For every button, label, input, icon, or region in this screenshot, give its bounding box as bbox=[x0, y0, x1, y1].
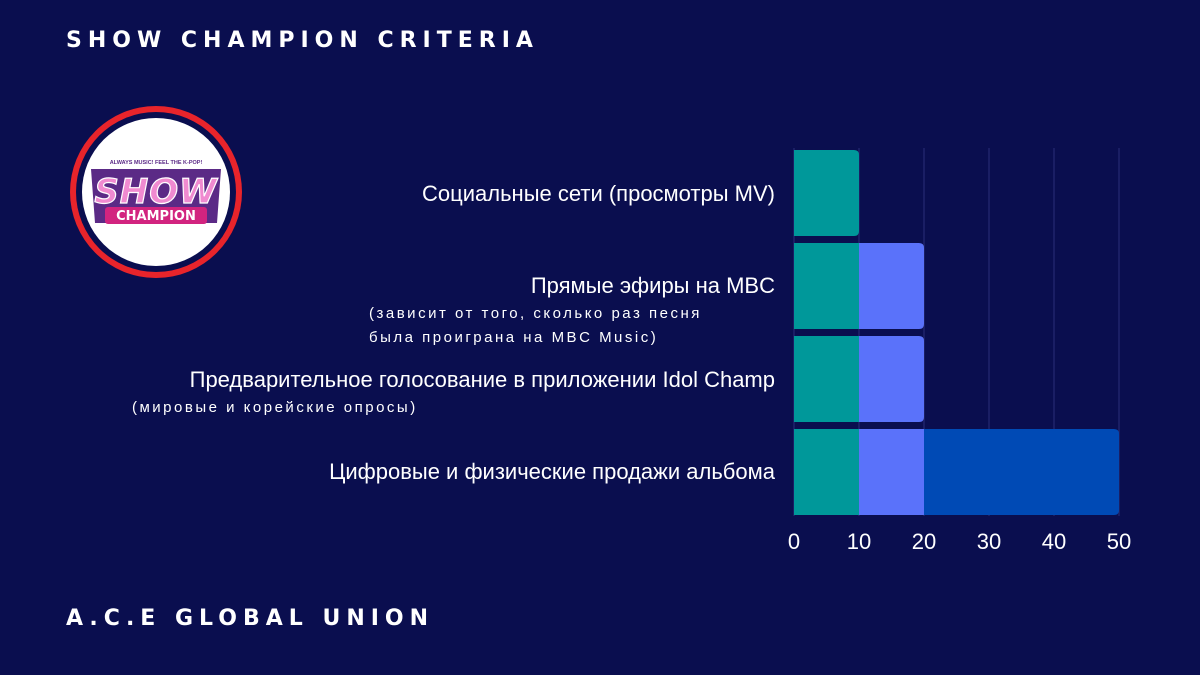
bar-segment-cat3-series1 bbox=[859, 429, 924, 515]
logo-champion-plate bbox=[105, 207, 207, 224]
category-label-voting: Предварительное голосование в приложении… bbox=[189, 367, 775, 392]
x-tick-label-30: 30 bbox=[977, 529, 1001, 554]
category-label-broadcast: Прямые эфиры на MBC bbox=[530, 273, 775, 298]
x-tick-label-0: 0 bbox=[788, 529, 800, 554]
bar-segment-cat0-series0 bbox=[794, 150, 859, 236]
bar-segment-cat2-series1 bbox=[859, 336, 924, 422]
bar-segment-cat1-series0 bbox=[794, 243, 859, 329]
category-label-sales: Цифровые и физические продажи альбома bbox=[329, 459, 775, 484]
logo-word-show: SHOW bbox=[94, 172, 218, 212]
x-tick-label-40: 40 bbox=[1042, 529, 1066, 554]
category-note-voting: (мировые и корейские опросы) bbox=[132, 399, 418, 416]
category-note-broadcast: (зависит от того, сколько раз песня была… bbox=[369, 305, 702, 346]
bar-segment-cat3-series2 bbox=[924, 429, 1119, 515]
bar-segment-cat2-series0 bbox=[794, 336, 859, 422]
category-label-social: Социальные сети (просмотры MV) bbox=[422, 181, 775, 206]
show-champion-logo: ALWAYS MUSIC! FEEL THE K-POP! SHOW CHAMP… bbox=[70, 106, 242, 278]
logo-word-champion: CHAMPION bbox=[116, 209, 196, 224]
x-tick-label-50: 50 bbox=[1107, 529, 1131, 554]
footer-brand: A.C.E GLOBAL UNION bbox=[66, 606, 435, 631]
page-title: SHOW CHAMPION CRITERIA bbox=[66, 28, 539, 53]
x-tick-label-20: 20 bbox=[912, 529, 936, 554]
bar-segment-cat1-series1 bbox=[859, 243, 924, 329]
logo-top-text: ALWAYS MUSIC! FEEL THE K-POP! bbox=[110, 160, 203, 166]
x-tick-label-10: 10 bbox=[847, 529, 871, 554]
bar-segment-cat3-series0 bbox=[794, 429, 859, 515]
